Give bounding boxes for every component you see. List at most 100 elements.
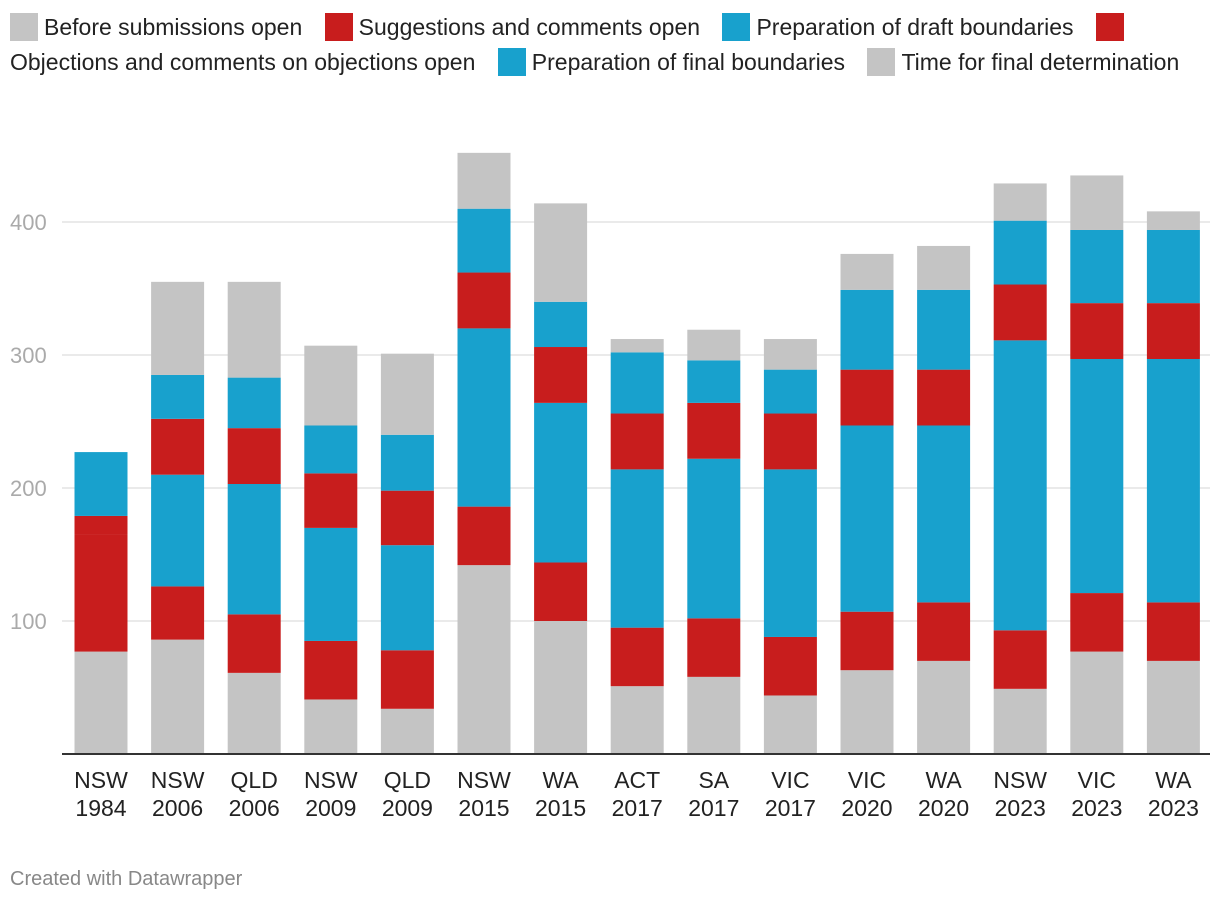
bar-segment [151, 374, 205, 419]
bar-segment [457, 506, 511, 566]
bar-segment [151, 418, 205, 475]
bar-segment [534, 203, 588, 302]
bar-segment [993, 630, 1047, 689]
bar-segment [687, 360, 741, 403]
bar-segment [1146, 229, 1200, 304]
bar-segment [840, 289, 894, 370]
bar-segment [74, 515, 128, 535]
bar-segment [1070, 229, 1124, 304]
x-tick-label: 2009 [382, 795, 433, 821]
bar-segment [74, 651, 128, 754]
bar-segment [763, 369, 817, 414]
bar-segment [763, 469, 817, 637]
y-tick-label: 200 [10, 476, 47, 501]
bar-segment [687, 676, 741, 754]
bar-segment [1070, 175, 1124, 230]
bar-segment [1146, 358, 1200, 603]
bar-segment [1070, 651, 1124, 754]
y-tick-label: 400 [10, 210, 47, 235]
bar-segment [763, 339, 817, 370]
bar-segment [151, 474, 205, 587]
bar-segment [917, 369, 971, 426]
legend-item: Suggestions and comments open [324, 13, 701, 41]
legend-swatch [497, 48, 526, 76]
bar-segment [380, 490, 434, 546]
bar-segment [1070, 303, 1124, 359]
legend-item: Preparation of draft boundaries [722, 13, 1074, 41]
bar-segment [227, 484, 281, 615]
bar-segment [687, 329, 741, 361]
legend-label: Preparation of final boundaries [531, 49, 846, 75]
legend-item: Objections and comments on objections op… [10, 13, 1130, 75]
bar-segment [1146, 211, 1200, 230]
bar-segment [610, 413, 664, 470]
bar-segment [840, 611, 894, 671]
bar-segment [763, 695, 817, 754]
bar-segment [840, 425, 894, 612]
x-tick-label: VIC [848, 767, 886, 793]
x-tick-label: SA [698, 767, 729, 793]
bar-segment [917, 660, 971, 754]
bar-segment [993, 183, 1047, 221]
bar-segment [1146, 303, 1200, 359]
legend-label: Objections and comments on objections op… [10, 49, 476, 75]
bar-segment [917, 425, 971, 603]
x-tick-label: 2023 [1071, 795, 1122, 821]
legend-swatch [10, 13, 38, 41]
legend-label: Suggestions and comments open [358, 14, 701, 40]
x-tick-label: 2015 [535, 795, 586, 821]
bar-segment [534, 621, 588, 754]
legend-swatch [324, 13, 353, 41]
x-tick-label: NSW [304, 767, 358, 793]
bar-segment [304, 527, 358, 641]
x-tick-label: 1984 [75, 795, 126, 821]
bar-segment [610, 627, 664, 687]
y-tick-label: 100 [10, 609, 47, 634]
bar-segment [227, 672, 281, 754]
bar-segment [151, 281, 205, 375]
bar-segment [687, 402, 741, 459]
legend-item: Before submissions open [10, 13, 303, 41]
bar-segment [534, 301, 588, 348]
bar-segment [534, 402, 588, 563]
x-tick-label: NSW [74, 767, 128, 793]
y-tick-label: 300 [10, 343, 47, 368]
bar-segment [840, 369, 894, 426]
footer-credit: Created with Datawrapper [10, 868, 243, 890]
bar-segment [917, 289, 971, 370]
bar-segment [687, 618, 741, 677]
x-tick-label: NSW [151, 767, 205, 793]
bar-segment [993, 284, 1047, 341]
bar-segment [917, 602, 971, 661]
bar-segment [610, 352, 664, 414]
x-tick-label: 2020 [918, 795, 969, 821]
bar-segment [1070, 593, 1124, 652]
bar-segment [227, 281, 281, 378]
bar-segment [227, 614, 281, 673]
bar-segment [74, 452, 128, 516]
bar-segment [610, 686, 664, 754]
x-tick-label: 2006 [152, 795, 203, 821]
bar-segment [993, 688, 1047, 754]
x-tick-label: WA [542, 767, 579, 793]
legend-label: Before submissions open [44, 14, 303, 40]
bar-segment [380, 434, 434, 491]
bar-segment [457, 152, 511, 209]
bar-segment [380, 353, 434, 435]
bar-segment [534, 562, 588, 621]
bar-segment [993, 220, 1047, 285]
x-tick-label: 2006 [229, 795, 280, 821]
bar-segment [304, 473, 358, 528]
x-tick-label: 2017 [765, 795, 816, 821]
legend-swatch [722, 13, 751, 41]
legend-item: Time for final determination [867, 48, 1179, 76]
bar-segment [304, 640, 358, 700]
bar-segment [993, 340, 1047, 631]
bar-segment [687, 458, 741, 619]
bar-segment [304, 345, 358, 426]
x-tick-label: 2017 [612, 795, 663, 821]
x-tick-label: ACT [614, 767, 660, 793]
bar-segment [1146, 660, 1200, 754]
bar-segment [1146, 602, 1200, 661]
